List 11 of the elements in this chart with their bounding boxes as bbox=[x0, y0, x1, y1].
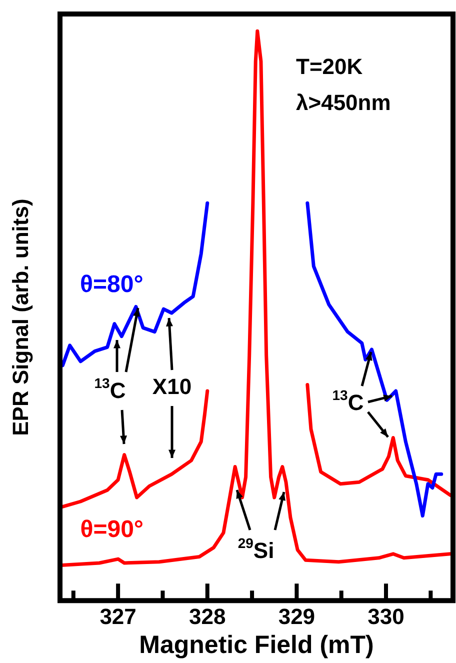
x-tick-label: 327 bbox=[100, 604, 136, 629]
series-label: θ=80° bbox=[80, 271, 144, 298]
series-label: θ=90° bbox=[80, 516, 144, 543]
x-tick-label: 328 bbox=[189, 604, 226, 629]
x-tick-label: 330 bbox=[368, 604, 404, 629]
y-axis-title: EPR Signal (arb. units) bbox=[8, 198, 34, 436]
x-tick-label: 329 bbox=[278, 604, 316, 629]
x-axis-title: Magnetic Field (mT) bbox=[139, 630, 374, 659]
annotation: λ>450nm bbox=[296, 90, 391, 116]
annotation: T=20K bbox=[296, 54, 363, 80]
annotation: X10 bbox=[152, 374, 192, 400]
